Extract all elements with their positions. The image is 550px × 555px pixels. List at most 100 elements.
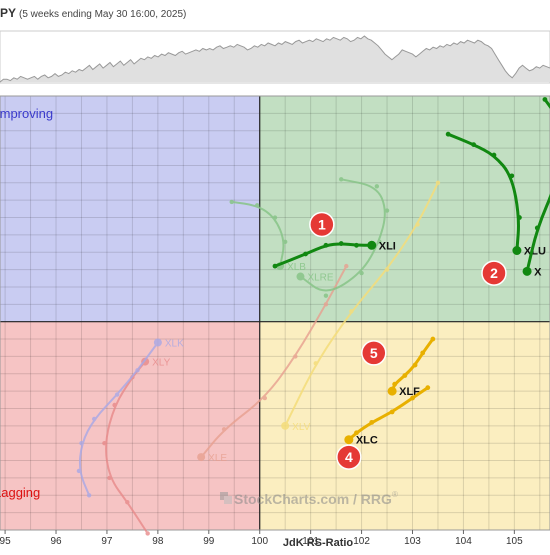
tail-point	[491, 152, 497, 158]
tail-point	[471, 142, 477, 148]
tail-point	[349, 309, 354, 314]
tail-point	[79, 441, 84, 446]
sparkline-line	[0, 35, 550, 83]
tail-label-xlb: XLB	[287, 262, 306, 273]
tail-point	[542, 97, 548, 102]
quadrant-label-improving: Improving	[0, 106, 53, 121]
callout-badge-number: 5	[370, 345, 378, 361]
tail-point	[323, 242, 329, 248]
tail-line-xly	[105, 360, 149, 535]
tail-head-xlu[interactable]	[512, 246, 522, 256]
tail-point	[402, 373, 408, 378]
tail-head-xle[interactable]	[197, 453, 206, 462]
tail-point	[410, 395, 415, 401]
tail-point	[112, 402, 117, 408]
tail-point	[262, 395, 268, 401]
tail-point	[425, 385, 431, 391]
tail-point	[435, 180, 441, 185]
tail-point	[107, 475, 112, 481]
quadrant-label-lagging: Lagging	[0, 485, 40, 500]
callout-badge-1: 1	[309, 211, 335, 238]
tail-point	[412, 362, 418, 368]
tail-point	[102, 441, 107, 446]
tail-line-xle	[200, 265, 348, 459]
quadrant-weakening	[259, 321, 550, 530]
tail-xlk[interactable]: XLK	[76, 338, 184, 498]
quadrant-improving	[0, 96, 260, 322]
tail-line-xlb	[230, 200, 285, 268]
tail-point	[92, 416, 97, 422]
tail-point	[509, 173, 515, 179]
tail-xlc[interactable]: XLC	[344, 385, 431, 447]
quadrant-lagging	[0, 321, 260, 530]
x-tick-label: 100	[251, 536, 268, 547]
tail-label-xlv: XLV	[292, 422, 310, 433]
quadrant-backgrounds	[0, 96, 550, 530]
watermark-reg: ®	[392, 490, 398, 499]
tail-point	[430, 336, 436, 342]
tail-head-xlk[interactable]	[153, 338, 162, 347]
tail-point	[338, 241, 344, 246]
header-period: (5 weeks ending May 30 16:00, 2025)	[19, 9, 186, 20]
x-tick-label: 99	[203, 536, 215, 547]
tail-point	[323, 293, 329, 298]
callout-badge-5: 5	[361, 340, 387, 366]
tail-point	[445, 131, 451, 137]
tail-label-xlc: XLC	[356, 435, 378, 447]
x-axis-label: JdK RS-Ratio	[283, 537, 354, 549]
tail-line-xlre	[299, 178, 386, 292]
callout-badge-circle	[481, 260, 507, 286]
tail-line-xlv	[284, 181, 439, 427]
tail-line-xlu	[446, 132, 520, 252]
tail-point	[114, 392, 120, 397]
grid-lines	[0, 95, 550, 531]
tail-label-x: X	[534, 266, 542, 278]
tail-line-xlk	[78, 341, 159, 497]
tail-line-x	[525, 98, 550, 273]
x-tick-label: 96	[50, 536, 62, 547]
tail-point	[272, 215, 278, 220]
x-tick-label: 97	[101, 536, 113, 547]
tail-x[interactable]: X	[522, 97, 550, 278]
tail-point	[374, 184, 380, 189]
callout-badge-circle	[309, 211, 335, 238]
tail-xlre[interactable]: XLRE	[296, 177, 390, 298]
tail-point	[323, 302, 329, 307]
tail-point	[415, 222, 420, 227]
tail-label-xly: XLY	[152, 358, 170, 369]
tail-point	[293, 354, 298, 359]
watermark: StockCharts.com / RRG ®	[220, 490, 398, 507]
tail-xli[interactable]: XLI	[272, 240, 396, 269]
tail-point	[282, 239, 288, 245]
tail-point	[339, 177, 344, 182]
tail-head-xli[interactable]	[367, 240, 377, 250]
tail-xle[interactable]: XLE	[197, 263, 349, 464]
tail-point	[377, 239, 382, 245]
header-symbol: PY	[0, 6, 16, 20]
tail-head-xlre[interactable]	[296, 272, 305, 281]
tail-head-x[interactable]	[522, 266, 532, 276]
watermark-suffix: / RRG	[353, 491, 392, 507]
tail-xlu[interactable]: XLU	[445, 131, 546, 258]
tail-point	[272, 263, 278, 269]
tail-point	[534, 225, 540, 231]
tail-label-xlre: XLRE	[307, 273, 333, 284]
tail-point	[517, 215, 522, 220]
tail-label-xli: XLI	[379, 240, 396, 252]
tail-point	[354, 242, 359, 248]
tail-head-xlv[interactable]	[281, 421, 290, 430]
callout-badge-number: 4	[345, 449, 353, 465]
callout-badge-2: 2	[481, 260, 507, 286]
callout-badge-4: 4	[336, 444, 362, 470]
tail-head-xlc[interactable]	[344, 435, 354, 445]
x-tick-label: 105	[506, 536, 523, 547]
x-tick-label: 103	[404, 536, 421, 547]
tail-head-xlf[interactable]	[387, 386, 397, 396]
callout-badge-circle	[361, 340, 387, 366]
tail-point	[303, 251, 308, 257]
tail-point	[145, 531, 150, 536]
tail-point	[359, 270, 364, 276]
tail-xlv[interactable]: XLV	[281, 180, 441, 433]
